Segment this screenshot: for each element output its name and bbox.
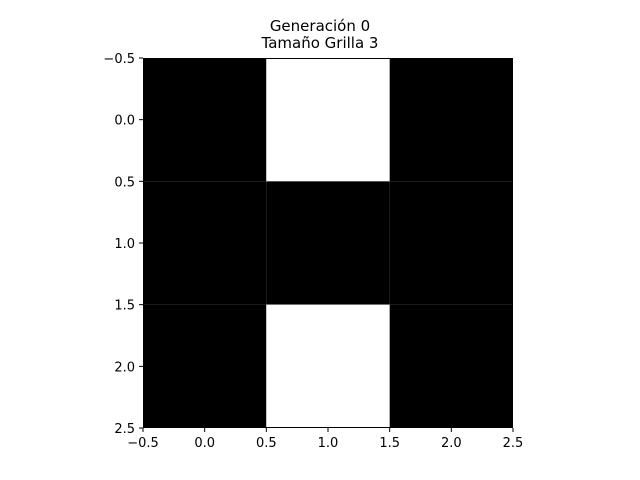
heatmap-cell-r0-c2 xyxy=(389,58,513,182)
x-tick-label: −0.5 xyxy=(127,436,159,451)
heatmap-cell-r0-c1 xyxy=(266,58,390,182)
chart-title-line-1: Generación 0 xyxy=(269,17,371,35)
axes-frame xyxy=(143,58,513,428)
x-tick-label: 2.0 xyxy=(441,436,462,451)
x-tick-label: 0.0 xyxy=(194,436,215,451)
x-tick-label: 2.5 xyxy=(503,436,524,451)
heatmap-cell-r2-c2 xyxy=(389,304,513,428)
y-tick-label: −0.5 xyxy=(103,52,135,67)
x-tick-label: 1.0 xyxy=(318,436,339,451)
chart-title-line-2: Tamaño Grilla 3 xyxy=(261,34,379,52)
heatmap-cell-r1-c1 xyxy=(266,181,390,305)
y-tick-label: 2.0 xyxy=(114,360,135,375)
heatmap-cells xyxy=(143,58,513,428)
heatmap-cell-r2-c0 xyxy=(143,304,267,428)
heatmap-cell-r1-c0 xyxy=(143,181,267,305)
x-tick-label: 0.5 xyxy=(256,436,277,451)
y-tick-label: 1.0 xyxy=(114,237,135,252)
y-tick-label: 0.0 xyxy=(114,114,135,129)
heatmap-cell-r2-c1 xyxy=(266,304,390,428)
y-tick-label: 0.5 xyxy=(114,175,135,190)
y-axis: −0.5 0.0 0.5 1.0 1.5 2.0 2.5 xyxy=(103,52,143,437)
y-tick-label: 1.5 xyxy=(114,299,135,314)
heatmap-cell-r1-c2 xyxy=(389,181,513,305)
y-tick-label: 2.5 xyxy=(114,422,135,437)
x-axis: −0.5 0.0 0.5 1.0 1.5 2.0 2.5 xyxy=(127,428,523,451)
x-tick-label: 1.5 xyxy=(379,436,400,451)
heatmap-cell-r0-c0 xyxy=(143,58,267,182)
